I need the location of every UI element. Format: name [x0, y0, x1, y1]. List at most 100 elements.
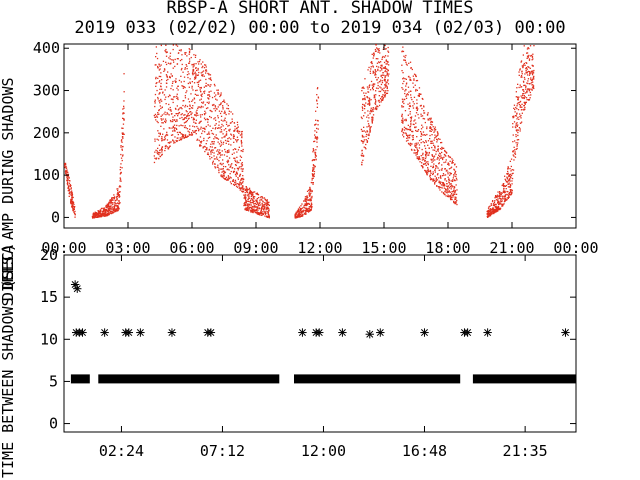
top-data-point — [188, 51, 191, 54]
top-data-point — [314, 154, 316, 156]
top-data-point — [246, 207, 248, 209]
top-data-point — [373, 52, 375, 54]
top-data-point — [156, 82, 158, 84]
top-data-point — [513, 155, 515, 157]
top-data-point — [401, 121, 403, 123]
top-data-point — [407, 137, 409, 139]
top-data-point — [199, 145, 201, 147]
top-data-point — [369, 130, 371, 132]
top-data-point — [431, 134, 433, 136]
top-data-point — [230, 164, 232, 166]
top-data-point — [241, 145, 243, 147]
top-data-point — [120, 140, 123, 142]
top-data-point — [188, 101, 191, 103]
top-data-point — [247, 195, 249, 197]
top-data-point — [313, 159, 315, 161]
top-data-point — [488, 215, 490, 217]
top-data-point — [422, 166, 424, 168]
top-data-point — [309, 210, 311, 212]
top-data-point — [110, 200, 112, 203]
top-data-point — [298, 206, 301, 208]
top-data-point — [439, 176, 442, 178]
top-data-point — [167, 113, 169, 115]
top-data-point — [438, 180, 440, 182]
top-data-point — [118, 203, 120, 205]
top-data-point — [242, 148, 244, 151]
top-data-point — [216, 99, 218, 101]
top-data-point — [443, 174, 445, 176]
top-data-point — [455, 177, 458, 179]
top-data-point — [410, 148, 413, 151]
top-data-point — [105, 213, 107, 215]
top-data-point — [523, 109, 525, 111]
top-data-point — [161, 146, 163, 148]
top-data-point — [445, 151, 447, 153]
top-data-point — [437, 167, 439, 169]
top-data-point — [307, 207, 309, 210]
top-data-point — [181, 108, 183, 110]
top-data-point — [204, 110, 206, 112]
top-data-point — [437, 138, 440, 140]
top-data-point — [173, 96, 175, 98]
top-data-point — [418, 157, 420, 160]
top-data-point — [161, 153, 163, 155]
top-data-point — [310, 200, 312, 202]
top-data-point — [315, 137, 318, 139]
top-data-point — [380, 98, 382, 100]
top-data-point — [444, 190, 446, 192]
top-data-point — [527, 78, 530, 80]
top-data-point — [183, 100, 185, 102]
top-data-point — [183, 118, 185, 120]
top-data-point — [210, 150, 212, 152]
top-data-point — [242, 185, 244, 187]
top-data-point — [236, 136, 239, 138]
top-data-point — [531, 56, 534, 58]
top-data-point — [489, 213, 491, 215]
top-data-point — [153, 155, 155, 157]
top-data-point — [111, 210, 113, 212]
top-data-point — [254, 210, 256, 212]
top-data-point — [192, 70, 194, 72]
top-data-point — [206, 147, 208, 149]
top-data-point — [160, 138, 163, 140]
top-data-point — [442, 158, 444, 161]
top-data-point — [227, 176, 230, 178]
top-data-point — [525, 71, 527, 73]
top-data-point — [167, 108, 170, 110]
top-data-point — [530, 88, 532, 90]
top-data-point — [188, 133, 191, 135]
top-data-point — [244, 196, 246, 198]
top-data-point — [74, 210, 76, 213]
top-data-point — [505, 181, 508, 183]
top-data-point — [512, 172, 514, 174]
top-data-point — [176, 93, 178, 95]
top-data-point — [503, 190, 505, 193]
top-data-point — [223, 129, 225, 131]
top-data-point — [374, 74, 376, 76]
top-data-point — [508, 192, 511, 194]
top-data-point — [310, 202, 313, 204]
top-data-point — [448, 163, 450, 165]
top-data-point — [192, 125, 194, 127]
top-data-point — [379, 90, 382, 93]
top-data-point — [529, 72, 531, 74]
top-data-point — [225, 176, 228, 178]
top-data-point — [441, 164, 443, 166]
top-data-point — [491, 200, 494, 203]
top-data-point — [299, 213, 302, 215]
top-data-point — [226, 151, 228, 153]
top-data-point — [531, 74, 534, 76]
top-data-point — [232, 183, 235, 186]
top-data-point — [168, 127, 170, 129]
top-data-point — [67, 190, 69, 192]
top-data-point — [383, 78, 386, 80]
top-data-point — [171, 59, 173, 61]
top-data-point — [499, 197, 502, 200]
top-data-point — [314, 151, 316, 153]
top-data-point — [180, 133, 182, 135]
top-data-point — [417, 129, 420, 131]
top-data-point — [94, 211, 96, 213]
top-data-point — [236, 151, 238, 153]
top-data-point — [420, 113, 422, 115]
top-data-point — [233, 141, 235, 143]
